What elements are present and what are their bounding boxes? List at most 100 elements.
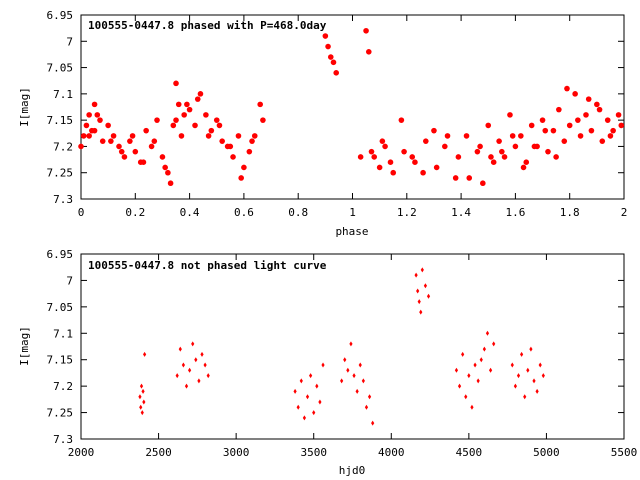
data-point <box>607 133 614 139</box>
data-point <box>539 117 546 123</box>
data-point <box>343 357 347 363</box>
data-point <box>412 159 418 165</box>
data-point <box>545 148 551 155</box>
plot-frame <box>80 253 625 440</box>
data-point <box>203 362 207 368</box>
data-point <box>143 351 147 357</box>
data-point <box>488 367 493 373</box>
data-point <box>140 159 147 165</box>
x-tick-label: 1.6 <box>505 206 525 219</box>
data-point <box>142 399 146 405</box>
y-tick-label: 7.3 <box>53 433 73 446</box>
data-point <box>371 420 375 426</box>
data-point <box>542 127 549 134</box>
data-point <box>417 299 421 305</box>
data-point <box>346 367 350 373</box>
data-point <box>492 341 496 347</box>
data-point <box>477 143 483 150</box>
data-point <box>327 54 334 60</box>
data-point <box>516 373 521 379</box>
data-point <box>173 80 179 87</box>
data-point <box>604 117 611 123</box>
x-tick-label: 4500 <box>456 446 483 459</box>
data-point <box>175 101 182 108</box>
data-point <box>538 362 542 368</box>
data-point <box>528 122 535 129</box>
data-point <box>541 373 545 379</box>
data-point <box>490 159 497 165</box>
data-point <box>431 127 437 134</box>
data-point <box>305 394 310 400</box>
data-point <box>618 122 625 129</box>
data-point <box>186 106 193 113</box>
data-point <box>457 383 462 389</box>
data-point <box>583 112 589 118</box>
y-tick-label: 7.25 <box>47 407 74 420</box>
x-tick-label: 0.4 <box>180 206 200 219</box>
data-point <box>181 362 185 368</box>
data-point <box>507 112 513 118</box>
y-axis-label: I[mag] <box>18 326 31 366</box>
data-point <box>78 143 84 150</box>
data-point <box>86 112 92 118</box>
data-point <box>251 133 258 139</box>
data-point <box>358 362 362 368</box>
data-point <box>139 404 143 410</box>
data-point <box>485 330 490 336</box>
data-point <box>178 133 185 139</box>
x-tick-label: 3500 <box>300 446 327 459</box>
data-point <box>312 410 316 416</box>
data-point <box>165 169 171 176</box>
data-point <box>398 117 405 123</box>
y-tick-label: 7.15 <box>47 354 74 367</box>
data-point <box>184 383 189 389</box>
data-point <box>463 133 470 139</box>
data-point <box>260 117 266 123</box>
data-point <box>466 175 473 181</box>
data-point <box>520 164 527 171</box>
x-tick-label: 1.4 <box>451 206 471 219</box>
data-point <box>442 143 448 150</box>
data-point <box>550 127 557 134</box>
data-point <box>213 117 220 123</box>
y-tick-label: 7.05 <box>47 62 74 75</box>
data-point <box>216 122 223 129</box>
data-point <box>296 404 300 410</box>
y-tick-label: 7 <box>66 274 73 287</box>
x-tick-label: 1.2 <box>397 206 417 219</box>
data-point <box>488 154 494 160</box>
y-tick-label: 7.2 <box>53 380 73 393</box>
plot-frame <box>80 14 625 200</box>
data-point <box>159 154 166 160</box>
data-point <box>596 106 603 113</box>
axis-ticks: 2000 2500 3000 3500 4000 4500 5000 5500 6.95 7 7.0… <box>47 248 638 459</box>
data-point <box>523 159 530 165</box>
data-point <box>208 127 215 134</box>
data-point <box>235 133 242 139</box>
data-point <box>175 373 179 379</box>
data-point <box>513 383 517 389</box>
data-point <box>230 154 236 160</box>
y-tick-label: 6.95 <box>47 9 74 22</box>
data-point <box>143 127 149 134</box>
data-point <box>585 96 592 102</box>
axis-ticks: 0 0.2 0.4 0.6 0.8 1 1.2 1.4 1.6 1.8 2 6.95 7 7.05 7.1 7… <box>47 9 628 219</box>
data-point <box>246 148 253 155</box>
x-tick-label: 2 <box>621 206 628 219</box>
data-point <box>531 143 538 150</box>
data-point <box>416 288 420 294</box>
data-point <box>249 138 255 144</box>
data-point <box>379 138 386 144</box>
data-point <box>162 164 168 171</box>
data-point <box>363 27 369 34</box>
data-point <box>556 106 562 113</box>
x-tick-label: 0.6 <box>234 206 254 219</box>
y-tick-label: 7.1 <box>53 327 73 340</box>
data-point <box>420 169 426 176</box>
data-point <box>496 138 502 144</box>
data-point <box>414 272 418 278</box>
data-point <box>523 394 527 400</box>
data-point <box>361 378 365 384</box>
data-point <box>138 394 142 400</box>
data-point <box>192 122 198 129</box>
